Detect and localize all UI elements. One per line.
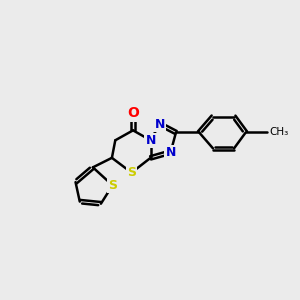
Text: S: S — [108, 179, 117, 192]
Text: O: O — [127, 106, 139, 121]
Text: N: N — [154, 118, 165, 130]
Text: N: N — [166, 146, 176, 159]
Text: CH₃: CH₃ — [269, 128, 288, 137]
Text: N: N — [146, 134, 156, 147]
Text: S: S — [127, 166, 136, 179]
